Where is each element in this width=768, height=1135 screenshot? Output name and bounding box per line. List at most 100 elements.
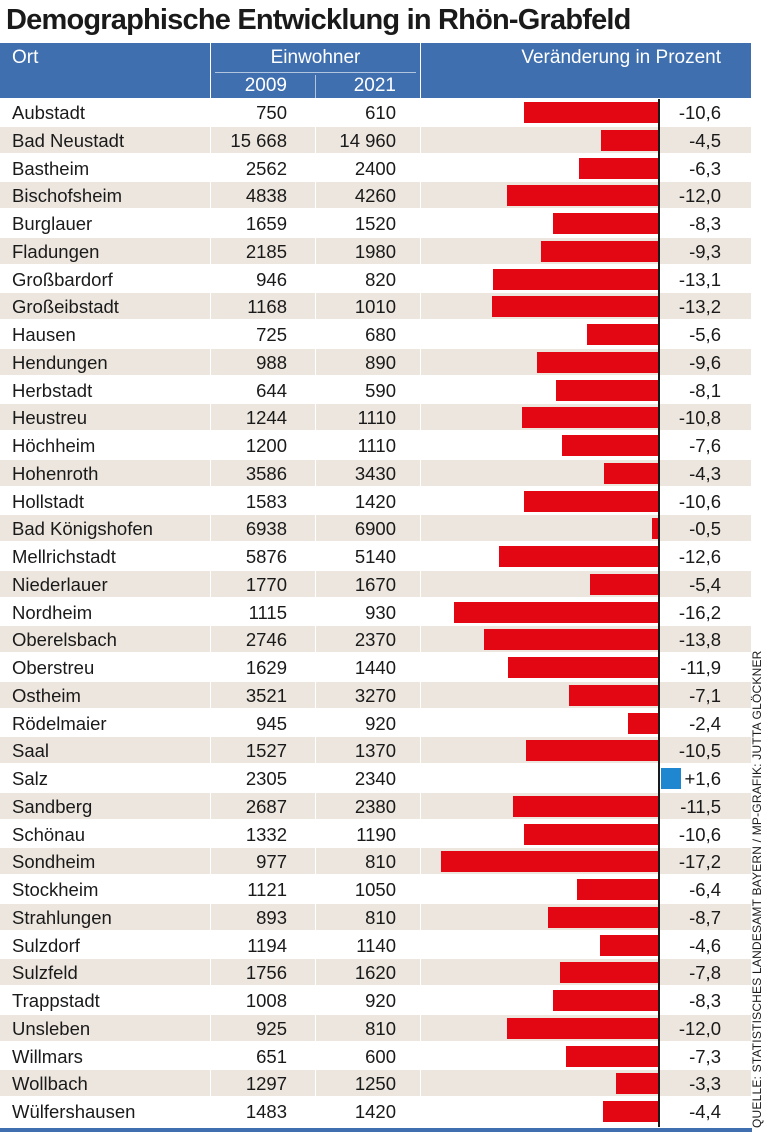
place-name: Oberstreu <box>12 657 95 678</box>
change-value-label: -5,4 <box>689 573 721 595</box>
change-bar <box>524 823 658 845</box>
place-name: Sandberg <box>0 792 210 819</box>
population-2009: 1200 <box>245 435 287 456</box>
change-bar <box>499 546 658 567</box>
change-bar <box>548 906 658 928</box>
change-value-label: -10,6 <box>678 490 721 512</box>
change-value-label: -8,3 <box>689 213 721 234</box>
change-bar <box>491 296 658 318</box>
population-2021: 1110 <box>357 435 396 456</box>
change-bar <box>602 1101 658 1122</box>
change-value-label: -12,0 <box>678 185 721 207</box>
table-row: Großeibstadt 1168 1010 -13,2 <box>0 293 752 321</box>
table-row: Bastheim 2562 2400 -6,3 <box>0 155 752 183</box>
place-name: Burglauer <box>12 213 93 234</box>
change-value-label: -10,8 <box>678 407 721 429</box>
population-2021: 610 <box>365 102 396 123</box>
change-value-label: -2,4 <box>689 712 721 734</box>
population-2009: 1756 <box>211 959 315 986</box>
population-2009: 2305 <box>245 768 287 789</box>
change-bar <box>553 213 658 234</box>
population-2021: 920 <box>365 712 396 734</box>
change-bar <box>524 490 658 512</box>
change-cell: -10,6 <box>421 99 751 125</box>
population-2021: 4260 <box>316 182 420 209</box>
header-place-label: Ort <box>12 47 39 68</box>
table-row: Bad Königshofen 6938 6900 -0,5 <box>0 515 752 543</box>
change-bar <box>555 379 658 401</box>
change-value-label: -16,2 <box>678 601 721 623</box>
change-value-label: -0,5 <box>689 518 721 540</box>
place-name: Heustreu <box>0 404 210 431</box>
header-population: Einwohner 2009 2021 <box>211 43 420 98</box>
bottom-rule <box>0 1128 752 1132</box>
table-row: Mellrichstadt 5876 5140 -12,6 <box>0 543 752 571</box>
table-row: Aubstadt 750 610 -10,6 <box>0 99 752 127</box>
header-change: Veränderung in Prozent <box>421 43 751 98</box>
change-value-label: -5,6 <box>689 324 721 345</box>
population-2009: 2562 <box>245 157 287 179</box>
place-name: Unsleben <box>0 1014 210 1041</box>
population-2021: 920 <box>365 990 396 1011</box>
place-name: Großeibstadt <box>0 293 210 320</box>
change-bar <box>589 573 658 595</box>
header-change-label: Veränderung in Prozent <box>521 47 721 68</box>
population-2021: 1440 <box>354 657 396 678</box>
place-name: Stockheim <box>12 879 99 900</box>
change-cell: -2,4 <box>421 710 751 736</box>
change-bar <box>603 462 658 484</box>
change-value-label: -4,5 <box>689 129 721 151</box>
population-2021: 1140 <box>356 934 396 956</box>
population-2021: 820 <box>365 268 396 290</box>
change-value-label: -7,8 <box>689 962 721 984</box>
change-value-label: -11,5 <box>680 795 721 817</box>
table-row: Stockheim 1121 1050 -6,4 <box>0 876 752 904</box>
change-cell: -8,1 <box>421 377 751 403</box>
table-row: Strahlungen 893 810 -8,7 <box>0 903 752 932</box>
population-2021: 590 <box>365 379 396 401</box>
change-bar <box>521 407 658 429</box>
table-row: Sondheim 977 810 -17,2 <box>0 848 752 876</box>
population-2021: 3270 <box>316 681 420 708</box>
source-credit: QUELLE: STATISTISCHES LANDESAMT BAYERN /… <box>750 650 764 1128</box>
change-cell: -5,6 <box>421 321 751 347</box>
population-2009: 1527 <box>211 737 315 764</box>
change-cell: -3,3 <box>421 1070 751 1097</box>
population-2009: 977 <box>211 848 315 875</box>
population-2009: 750 <box>256 102 287 123</box>
change-value-label: -8,7 <box>689 906 721 928</box>
population-2021: 2340 <box>354 768 396 789</box>
population-2021: 810 <box>316 848 420 875</box>
change-cell: -7,8 <box>421 959 751 986</box>
population-2009: 1629 <box>245 657 287 678</box>
change-value-label: -7,3 <box>689 1045 721 1067</box>
change-bar <box>578 157 658 179</box>
population-2009: 1483 <box>245 1101 287 1122</box>
change-cell: -11,5 <box>421 792 751 819</box>
table-row: Hollstadt 1583 1420 -10,6 <box>0 488 752 516</box>
place-name: Bad Neustadt <box>0 126 210 153</box>
population-2021: 810 <box>316 903 420 930</box>
place-name: Rödelmaier <box>12 712 107 734</box>
table-row: Fladungen 2185 1980 -9,3 <box>0 237 752 266</box>
table-row: Höchheim 1200 1110 -7,6 <box>0 432 752 460</box>
table-row: Bischofsheim 4838 4260 -12,0 <box>0 182 752 210</box>
change-cell: -11,9 <box>421 654 751 680</box>
change-bar <box>524 102 658 123</box>
data-table: Aubstadt 750 610 -10,6 Bad Neustadt 15 668 14 … <box>0 99 752 1126</box>
table-row: Wollbach 1297 1250 -3,3 <box>0 1070 752 1098</box>
change-value-label: +1,6 <box>684 768 721 789</box>
change-value-label: -9,6 <box>689 351 721 373</box>
change-bar <box>562 435 658 456</box>
change-bar <box>577 879 658 900</box>
change-cell: -8,3 <box>421 987 751 1013</box>
change-value-label: -12,6 <box>678 546 721 567</box>
change-cell: -0,5 <box>421 515 751 542</box>
table-row: Willmars 651 600 -7,3 <box>0 1043 752 1071</box>
header-divider <box>215 72 416 73</box>
table-row: Rödelmaier 945 920 -2,4 <box>0 710 752 738</box>
table-row: Hausen 725 680 -5,6 <box>0 321 752 349</box>
table-row: Unsleben 925 810 -12,0 <box>0 1014 752 1043</box>
change-bar <box>601 129 658 151</box>
place-name: Willmars <box>12 1045 83 1067</box>
